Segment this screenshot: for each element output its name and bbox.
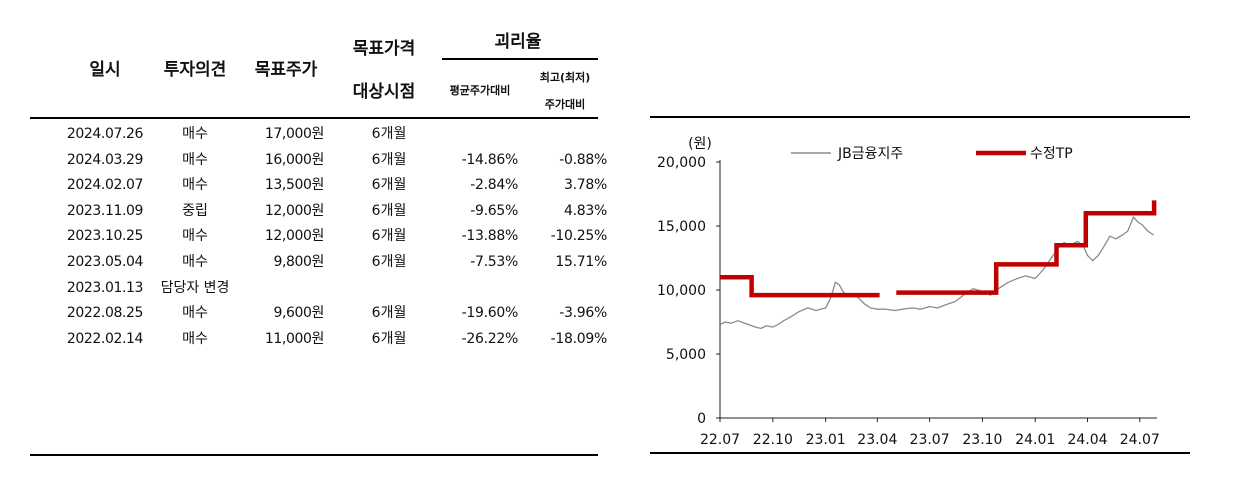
cell-hl-disparity: -0.88% [559,151,607,168]
price-chart-svg: (원) 0 5,000 10,000 15,000 20,000 22.07 22.10 23.… [650,116,1190,454]
header-target-price: 목표주가 [254,60,318,80]
table-row: 2023.05.04 매수 9,800원 6개월 -7.53% 15.71% [30,250,607,275]
cell-date: 2024.03.29 [66,151,144,168]
cell-avg-disparity: -9.65% [470,202,518,219]
header-disparity: 괴리율 [494,32,542,52]
cell-avg-disparity: -13.88% [461,228,519,245]
cell-avg-disparity: -7.53% [470,254,518,270]
cell-period: 6개월 [371,126,407,142]
cell-opinion: 매수 [182,305,208,322]
cell-date: 2023.01.13 [66,279,144,296]
cell-date: 2022.02.14 [66,330,144,347]
series-line-target-price [896,200,1157,295]
x-tick-label: 24.07 [1120,432,1160,448]
y-tick-label: 20,000 [657,155,706,171]
legend-label-target-price: 수정TP [1030,146,1073,162]
cell-period: 6개월 [371,202,407,219]
cell-date: 2024.02.07 [66,177,144,194]
table-bottom-rule [30,454,598,456]
cell-period: 6개월 [371,330,407,347]
header-opinion: 투자의견 [163,60,227,80]
cell-period: 6개월 [371,228,407,245]
cell-date: 2024.07.26 [66,126,144,142]
disclosure-table: 일시 투자의견 목표주가 목표가격 대상시점 괴리율 평균주가대비 최고(최저)… [30,0,607,487]
cell-target-price: 13,500원 [264,177,324,194]
disparity-underline [442,58,598,60]
cell-target-price: 9,600원 [273,305,324,322]
cell-period: 6개월 [371,305,407,322]
x-tick-label: 23.01 [806,432,846,448]
x-tick-label: 22.10 [753,432,793,448]
x-tick-label: 24.04 [1067,432,1107,448]
cell-opinion: 매수 [182,151,208,168]
cell-hl-disparity: 4.83% [564,202,607,219]
cell-target-price: 17,000원 [264,126,324,142]
cell-target-price: 12,000원 [264,202,324,219]
y-tick-label: 5,000 [666,347,706,363]
cell-opinion: 매수 [182,254,208,270]
cell-opinion: 매수 [182,330,208,347]
header-hl-vs-1: 최고(최저) [539,71,591,84]
cell-hl-disparity: -3.96% [559,305,607,322]
header-bottom-rule [30,117,598,119]
x-tick-label: 22.07 [700,432,740,448]
series-line-price [719,216,1154,330]
cell-hl-disparity: -18.09% [550,330,608,347]
table-row: 2024.03.29 매수 16,000원 6개월 -14.86% -0.88% [30,148,607,173]
y-tick-label: 15,000 [657,219,706,235]
cell-date: 2023.05.04 [66,254,144,270]
cell-date: 2023.10.25 [66,228,144,245]
header-date: 일시 [89,60,121,80]
cell-opinion: 담당자 변경 [160,279,230,296]
header-target-period-2: 대상시점 [352,82,416,102]
cell-hl-disparity: 15.71% [555,254,607,270]
x-tick-label: 23.07 [910,432,950,448]
y-tick-label: 10,000 [657,283,706,299]
cell-opinion: 중립 [182,202,208,219]
cell-hl-disparity: 3.78% [564,177,607,194]
x-tick-label: 24.01 [1015,432,1055,448]
cell-opinion: 매수 [182,126,208,142]
table-row: 2023.01.13 담당자 변경 [30,276,598,301]
cell-period: 6개월 [371,151,407,168]
cell-target-price: 12,000원 [264,228,324,245]
cell-avg-disparity: -2.84% [470,177,518,194]
cell-avg-disparity: -26.22% [461,330,519,347]
cell-period: 6개월 [371,177,407,194]
y-tick-label: 0 [697,411,706,427]
cell-opinion: 매수 [182,177,208,194]
table-row: 2022.02.14 매수 11,000원 6개월 -26.22% -18.09% [30,327,607,352]
x-tick-label: 23.10 [962,432,1002,448]
table-row: 2023.10.25 매수 12,000원 6개월 -13.88% -10.25% [30,224,607,249]
cell-target-price: 9,800원 [273,254,324,270]
chart-bottom-rule [650,452,1190,454]
cell-opinion: 매수 [182,228,208,245]
header-avg-vs: 평균주가대비 [449,84,511,97]
cell-hl-disparity: -10.25% [550,228,608,245]
cell-avg-disparity: -14.86% [461,151,519,168]
table-row: 2022.08.25 매수 9,600원 6개월 -19.60% -3.96% [30,301,607,326]
cell-target-price: 11,000원 [264,330,324,347]
x-tick-label: 23.04 [857,432,897,448]
legend-label-price: JB금융지주 [837,146,903,162]
table-row: 2024.02.07 매수 13,500원 6개월 -2.84% 3.78% [30,173,607,198]
cell-avg-disparity: -19.60% [461,305,519,322]
price-chart: (원) 0 5,000 10,000 15,000 20,000 22.07 22.10 23.… [650,0,1190,487]
cell-period: 6개월 [371,254,407,270]
header-hl-vs-2: 주가대비 [544,98,586,111]
y-unit-label: (원) [688,136,712,152]
table-row: 2023.11.09 중립 12,000원 6개월 -9.65% 4.83% [30,199,607,224]
cell-target-price: 16,000원 [264,151,324,168]
chart-top-rule [650,116,1190,118]
cell-date: 2023.11.09 [66,202,144,219]
table-row: 2024.07.26 매수 17,000원 6개월 [30,122,598,147]
series-line-target-price [720,274,880,298]
cell-date: 2022.08.25 [66,305,144,322]
header-target-period-1: 목표가격 [352,39,416,59]
